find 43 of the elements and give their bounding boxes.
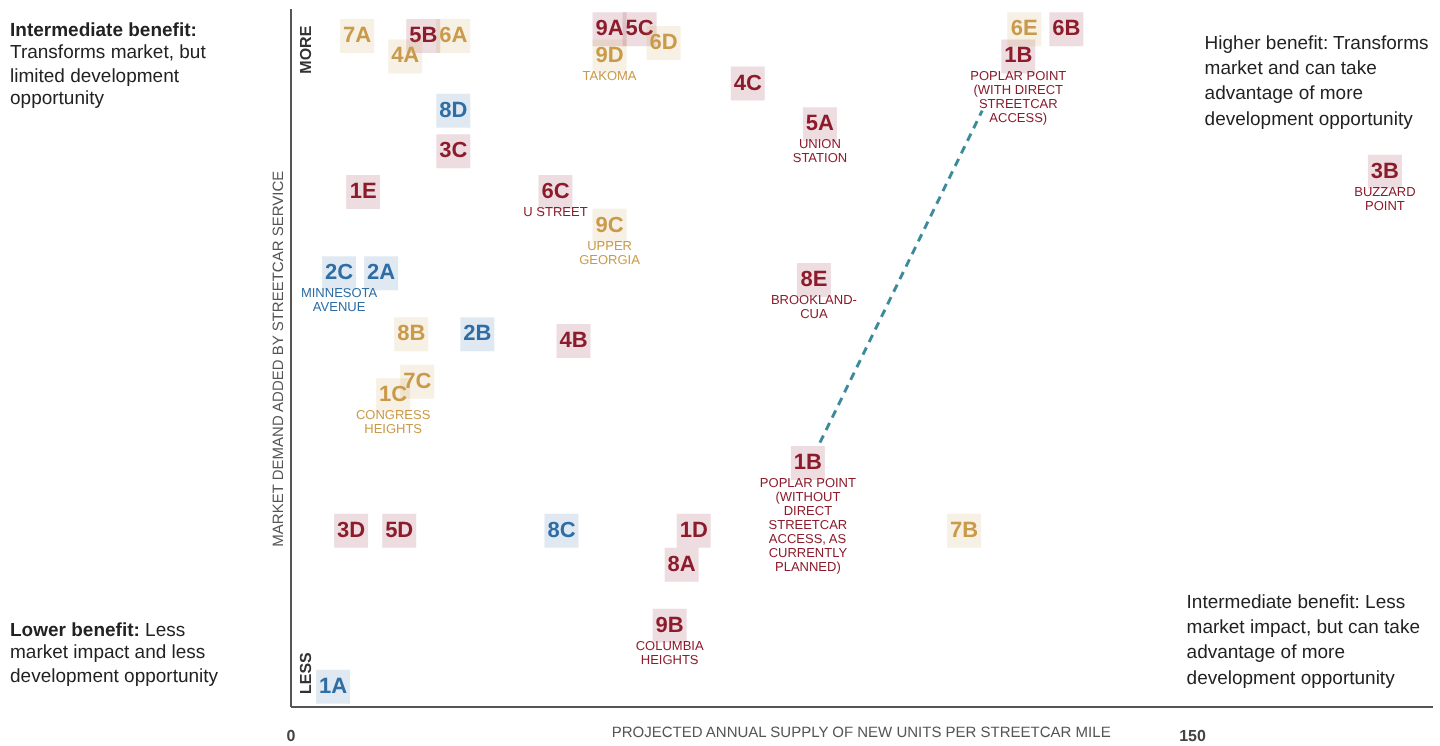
series-label: 5B — [409, 24, 438, 49]
series-label: 9D — [595, 44, 624, 69]
series-label: 2C — [325, 261, 354, 286]
series-label: 8A — [667, 552, 696, 577]
series-label: 3C — [439, 139, 468, 164]
annotation: MORE — [297, 24, 316, 74]
series-label: 4C — [733, 71, 762, 96]
series-label: 5D — [385, 518, 414, 543]
annotation: Intermediate benefit: Less market impact, but can take advantage of more development opportunity — [1186, 591, 1420, 690]
annotation: Higher benefit: Transforms market and can take advantage of more development opportunity — [1204, 32, 1429, 131]
series-label: 6A — [439, 24, 468, 49]
series-label: 5A — [805, 112, 835, 137]
x-tick-label: 0 — [286, 727, 297, 745]
series-label: 7B — [950, 518, 979, 543]
series-label: 8D — [439, 98, 468, 123]
text: Intermediate benefit: Transforms market, but limited development opportunity — [10, 20, 208, 112]
series-label: 1C — [379, 383, 408, 408]
series-label: 2B — [463, 322, 492, 347]
series-label: 8B — [397, 322, 426, 347]
series-label: 2A — [367, 261, 396, 286]
series-label: 3D — [337, 518, 366, 543]
annotation: LESS — [297, 650, 316, 695]
series-label: 1A — [319, 674, 348, 699]
series-label: 1D — [679, 518, 708, 543]
series-label: 9C — [595, 213, 624, 238]
series-label: 8E — [800, 268, 828, 293]
series-label: 4A — [391, 44, 420, 69]
series-label: 6E — [1010, 17, 1038, 42]
series-label: 1B — [793, 451, 823, 476]
series-label: 9A — [595, 17, 624, 42]
series-label: 6C — [541, 179, 570, 204]
x-tick-label: 150 — [1179, 727, 1208, 745]
series-label: 1E — [349, 179, 377, 204]
series-label: 6D — [649, 30, 678, 55]
series-label: 7A — [343, 24, 372, 49]
series-label: 6B — [1052, 17, 1081, 42]
series-label: 4B — [559, 329, 588, 354]
text: Lower benefit: Less market impact and less development opportunity — [10, 620, 221, 689]
series-label: 1B — [1004, 44, 1033, 69]
series-label: 7C — [403, 369, 432, 394]
series-label: 8C — [547, 518, 576, 543]
series-label: 9B — [655, 613, 684, 638]
series-label: 3B — [1370, 159, 1400, 184]
